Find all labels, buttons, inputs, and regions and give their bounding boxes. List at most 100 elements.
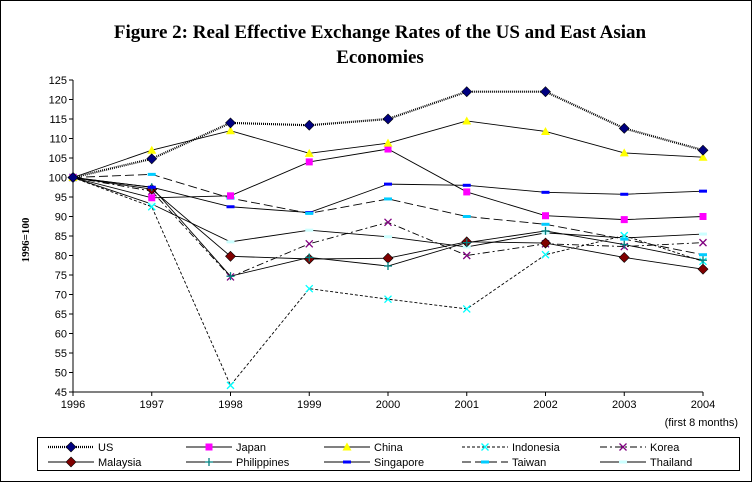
- legend-marker-malaysia: [65, 456, 77, 468]
- data-point-indonesia: [226, 381, 235, 390]
- data-point-philippines: [384, 262, 392, 271]
- data-point-japan: [620, 216, 628, 224]
- legend-marker-taiwan: [481, 460, 489, 464]
- data-point-singapore: [541, 190, 550, 194]
- data-point-malaysia: [618, 252, 630, 263]
- x-tick-label: 1999: [297, 399, 321, 411]
- legend-label-indonesia: Indonesia: [512, 442, 561, 454]
- legend-label-thailand: Thailand: [650, 457, 692, 469]
- x-tick-label: 2002: [533, 399, 557, 411]
- data-point-singapore: [620, 192, 629, 196]
- data-point-singapore: [384, 182, 392, 186]
- y-axis-label: 1996=100: [20, 217, 32, 262]
- y-tick-label: 95: [55, 192, 67, 204]
- legend-graphic: US Japan China Indonesia Korea Malaysia Philip…: [48, 441, 692, 469]
- data-point-china: [304, 148, 314, 157]
- data-point-indonesia: [384, 295, 392, 304]
- legend-item-singapore: Singapore: [324, 457, 424, 469]
- x-tick-label: 1998: [218, 399, 242, 411]
- data-point-china: [147, 145, 157, 154]
- data-point-korea: [699, 238, 707, 247]
- legend-item-taiwan: Taiwan: [462, 457, 546, 469]
- data-point-philippines: [620, 240, 629, 249]
- legend-item-philippines: Philippines: [186, 457, 290, 469]
- x-tick-label: 2000: [376, 399, 400, 411]
- legend-marker-philippines: [205, 458, 213, 466]
- data-point-malaysia: [225, 250, 236, 262]
- data-point-malaysia: [697, 263, 709, 275]
- data-point-us: [225, 117, 236, 129]
- y-tick-label: 75: [55, 270, 67, 282]
- data-point-korea: [305, 239, 314, 248]
- data-point-china: [698, 152, 708, 161]
- data-point-indonesia: [305, 284, 314, 293]
- data-point-japan: [384, 145, 392, 153]
- data-point-singapore: [462, 183, 471, 187]
- legend-label-malaysia: Malaysia: [98, 457, 142, 469]
- data-point-china: [226, 126, 235, 135]
- y-tick-label: 105: [49, 153, 67, 165]
- legend-marker-us: [65, 441, 77, 453]
- data-point-malaysia: [540, 237, 551, 249]
- series-thailand: [69, 176, 707, 249]
- legend-item-malaysia: Malaysia: [48, 456, 142, 469]
- data-point-thailand: [305, 228, 314, 232]
- legend-marker-korea: [619, 443, 627, 451]
- data-point-us: [697, 144, 709, 156]
- legend-label-us: US: [98, 442, 113, 454]
- y-tick-label: 65: [55, 309, 67, 321]
- data-point-malaysia: [382, 252, 394, 264]
- data-point-indonesia: [147, 202, 156, 211]
- y-tick-label: 70: [55, 290, 67, 302]
- y-tick-label: 125: [49, 75, 67, 87]
- y-tick-label: 55: [55, 348, 67, 360]
- data-point-taiwan: [541, 222, 550, 226]
- data-point-us: [67, 172, 79, 183]
- data-point-china: [541, 126, 550, 135]
- series-line-taiwan: [72, 173, 704, 256]
- data-point-china: [462, 116, 472, 125]
- legend-label-taiwan: Taiwan: [512, 457, 546, 469]
- series-singapore: [69, 176, 707, 215]
- data-point-thailand: [226, 240, 235, 244]
- legend-label-china: China: [374, 442, 404, 454]
- legend-marker-thailand: [619, 460, 627, 464]
- data-point-japan: [699, 213, 707, 220]
- data-point-japan: [305, 158, 313, 166]
- series-malaysia: [67, 172, 709, 275]
- chart-title-line-2: Economies: [336, 47, 424, 68]
- data-point-taiwan: [699, 253, 707, 257]
- data-point-japan: [227, 192, 234, 200]
- data-point-singapore: [226, 205, 235, 209]
- y-tick-label: 60: [55, 329, 67, 341]
- y-tick-label: 85: [55, 231, 67, 243]
- data-point-philippines: [226, 272, 235, 281]
- x-tick-label: 1996: [61, 399, 85, 411]
- x-tick-label: 2004: [691, 399, 715, 411]
- data-point-china: [619, 148, 629, 157]
- data-point-china: [383, 138, 393, 147]
- legend-item-china: China: [324, 442, 404, 454]
- data-point-taiwan: [147, 172, 156, 176]
- x-tick-label: 2001: [455, 399, 479, 411]
- y-tick-label: 100: [49, 173, 67, 185]
- data-point-thailand: [147, 202, 156, 206]
- data-point-us: [382, 113, 394, 125]
- legend: US Japan China Indonesia Korea Malaysia Philip…: [37, 437, 740, 471]
- data-point-taiwan: [384, 197, 392, 201]
- data-point-singapore: [147, 185, 156, 189]
- legend-label-philippines: Philippines: [236, 457, 290, 469]
- chart-title: Figure 2: Real Effective Exchange Rates …: [60, 20, 700, 70]
- legend-label-japan: Japan: [236, 442, 266, 454]
- data-point-philippines: [699, 256, 707, 265]
- x-axis-note: (first 8 months): [665, 417, 738, 429]
- data-point-taiwan: [462, 215, 471, 218]
- y-tick-label: 45: [55, 387, 67, 399]
- legend-marker-china: [342, 442, 352, 451]
- data-point-thailand: [699, 232, 707, 236]
- series-line-us: [72, 90, 704, 179]
- chart-title-line-1: Figure 2: Real Effective Exchange Rates …: [113, 22, 647, 43]
- series-us: [67, 86, 709, 183]
- data-point-thailand: [384, 235, 392, 239]
- y-tick-label: 120: [49, 95, 67, 107]
